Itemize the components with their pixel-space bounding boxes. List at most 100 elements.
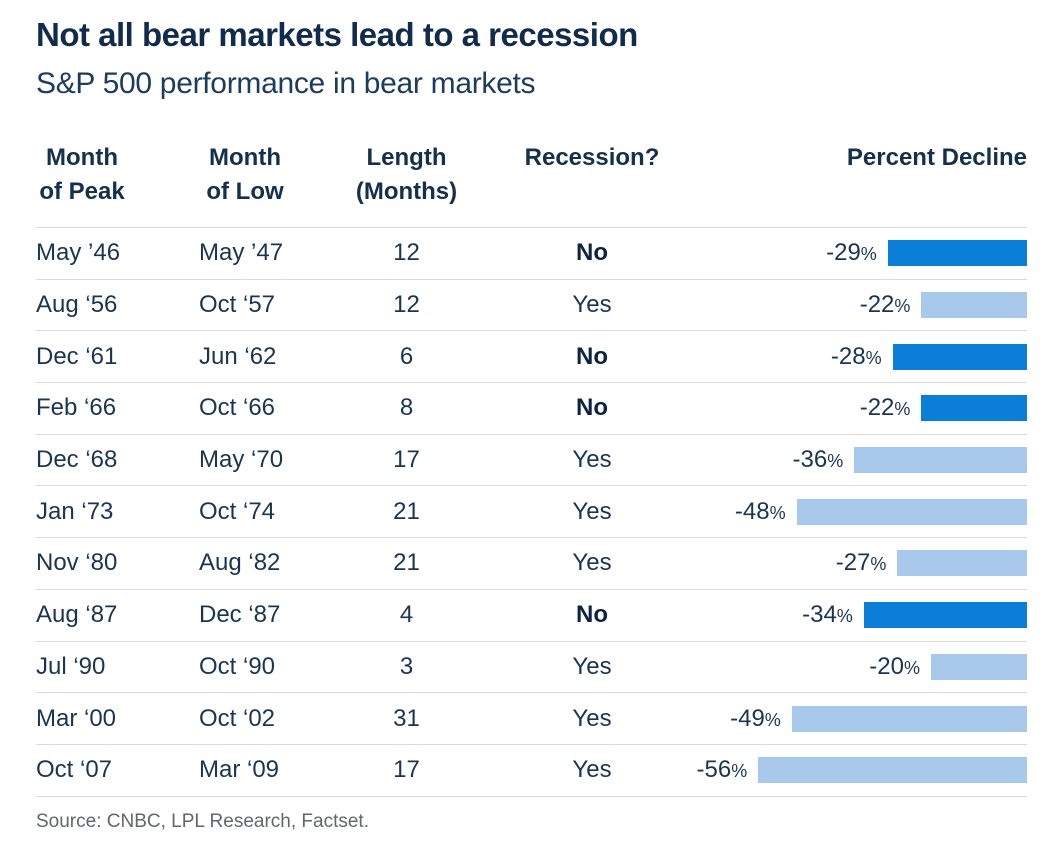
cell-month-of-low: Oct ‘66: [199, 394, 276, 422]
percent-decline-label: -22%: [859, 394, 911, 422]
percent-sign: %: [836, 606, 853, 627]
percent-sign: %: [903, 657, 920, 678]
cell-month-of-peak: Jan ‘73: [36, 497, 114, 525]
decline-bar: [892, 343, 1027, 370]
column-header-line: Month: [46, 144, 118, 171]
percent-sign: %: [764, 709, 781, 730]
cell-month-of-peak: May ’46: [36, 239, 121, 267]
cell-recession: No: [576, 394, 608, 422]
source-note: Source: CNBC, LPL Research, Factset.: [36, 810, 369, 832]
table-row: Nov ‘80 Aug ‘82 21 Yes -27%: [36, 538, 1027, 590]
chart-title: Not all bear markets lead to a recession: [36, 16, 638, 53]
cell-recession: Yes: [572, 291, 612, 319]
cell-recession: Yes: [572, 497, 612, 525]
decline-bar: [921, 292, 1027, 319]
column-header-line: Recession?: [524, 144, 660, 171]
decline-bar: [931, 653, 1027, 680]
percent-decline-label: -22%: [859, 291, 911, 319]
decline-bar: [863, 602, 1027, 629]
column-header-line: Percent Decline: [846, 144, 1027, 171]
percent-sign: %: [865, 347, 882, 368]
cell-month-of-peak: Jul ‘90: [36, 652, 106, 680]
decline-bar: [921, 395, 1027, 422]
percent-decline-label: -20%: [869, 652, 920, 680]
column-header-line: Month: [209, 144, 281, 171]
table-row: Aug ‘87 Dec ‘87 4 No -34%: [36, 590, 1027, 642]
cell-length-months: 17: [393, 756, 420, 784]
table-row: Mar ‘00 Oct ‘02 31 Yes -49%: [36, 693, 1027, 745]
cell-percent-decline: -56%: [633, 756, 1027, 784]
cell-length-months: 6: [399, 342, 414, 370]
cell-percent-decline: -27%: [633, 549, 1027, 577]
cell-percent-decline: -49%: [633, 705, 1027, 733]
cell-recession: Yes: [572, 756, 612, 784]
cell-percent-decline: -36%: [633, 446, 1027, 474]
cell-length-months: 8: [399, 394, 414, 422]
cell-recession: Yes: [572, 652, 612, 680]
cell-month-of-low: Aug ‘82: [199, 549, 281, 577]
percent-sign: %: [860, 244, 877, 265]
cell-percent-decline: -48%: [633, 498, 1027, 526]
cell-length-months: 21: [393, 549, 420, 577]
table-row: Jan ‘73 Oct ‘74 21 Yes -48%: [36, 486, 1027, 539]
cell-length-months: 17: [393, 446, 420, 474]
cell-percent-decline: -29%: [633, 239, 1027, 267]
cell-month-of-low: Mar ‘09: [199, 756, 280, 784]
cell-month-of-peak: Feb ‘66: [36, 394, 117, 422]
percent-decline-label: -34%: [802, 601, 853, 629]
decline-bar: [897, 550, 1027, 577]
percent-sign: %: [769, 502, 786, 523]
bear-market-table: Month of Peak Month of Low Length (Month…: [36, 141, 1027, 797]
table-row: Dec ‘68 May ‘70 17 Yes -36%: [36, 435, 1027, 487]
percent-sign: %: [894, 296, 911, 317]
cell-month-of-low: Jun ‘62: [199, 342, 277, 370]
column-header-line: (Months): [355, 178, 458, 205]
table-header-row: Month of Peak Month of Low Length (Month…: [36, 141, 1027, 228]
cell-recession: No: [576, 239, 608, 267]
percent-decline-label: -29%: [826, 239, 877, 267]
cell-month-of-low: Dec ‘87: [199, 601, 281, 629]
column-header-percent-decline: Percent Decline: [718, 141, 1027, 209]
table-row: Jul ‘90 Oct ‘90 3 Yes -20%: [36, 642, 1027, 694]
cell-percent-decline: -28%: [633, 343, 1027, 371]
cell-recession: Yes: [572, 446, 612, 474]
cell-month-of-low: May ’47: [199, 239, 284, 267]
cell-length-months: 4: [399, 601, 414, 629]
cell-month-of-peak: Aug ‘87: [36, 601, 118, 629]
percent-decline-label: -36%: [792, 446, 844, 474]
cell-recession: Yes: [572, 704, 612, 732]
cell-month-of-peak: Dec ‘61: [36, 342, 118, 370]
percent-sign: %: [827, 451, 844, 472]
cell-recession: Yes: [572, 549, 612, 577]
cell-month-of-peak: Nov ‘80: [36, 549, 118, 577]
chart-subtitle: S&P 500 performance in bear markets: [36, 67, 536, 100]
decline-bar: [796, 498, 1027, 525]
percent-decline-label: -48%: [734, 497, 786, 525]
decline-bar: [791, 705, 1027, 732]
cell-length-months: 12: [393, 239, 420, 267]
decline-bar: [758, 757, 1027, 784]
cell-length-months: 31: [393, 704, 420, 732]
percent-sign: %: [731, 761, 748, 782]
cell-percent-decline: -22%: [633, 291, 1027, 319]
cell-month-of-low: May ‘70: [199, 446, 284, 474]
cell-percent-decline: -20%: [633, 653, 1027, 681]
column-header-length-months: Length (Months): [347, 141, 466, 209]
percent-decline-label: -27%: [835, 549, 887, 577]
percent-decline-label: -28%: [830, 342, 882, 370]
cell-month-of-low: Oct ‘90: [199, 652, 276, 680]
percent-decline-label: -49%: [730, 704, 781, 732]
percent-sign: %: [870, 554, 887, 575]
table-row: Oct ‘07 Mar ‘09 17 Yes -56%: [36, 745, 1027, 797]
table-row: Aug ‘56 Oct ‘57 12 Yes -22%: [36, 280, 1027, 332]
table-body: May ’46 May ’47 12 No -29% Aug ‘56 Oct ‘57 12 Ye…: [36, 228, 1027, 797]
cell-recession: No: [576, 342, 608, 370]
cell-month-of-low: Oct ‘57: [199, 291, 276, 319]
column-header-month-of-low: Month of Low: [199, 141, 347, 209]
cell-length-months: 21: [393, 497, 420, 525]
column-header-recession: Recession?: [466, 141, 718, 209]
column-header-line: of Low: [206, 178, 284, 205]
chart-card: Not all bear markets lead to a recession…: [36, 16, 1027, 832]
column-header-line: of Peak: [39, 178, 125, 205]
cell-month-of-peak: Aug ‘56: [36, 291, 118, 319]
